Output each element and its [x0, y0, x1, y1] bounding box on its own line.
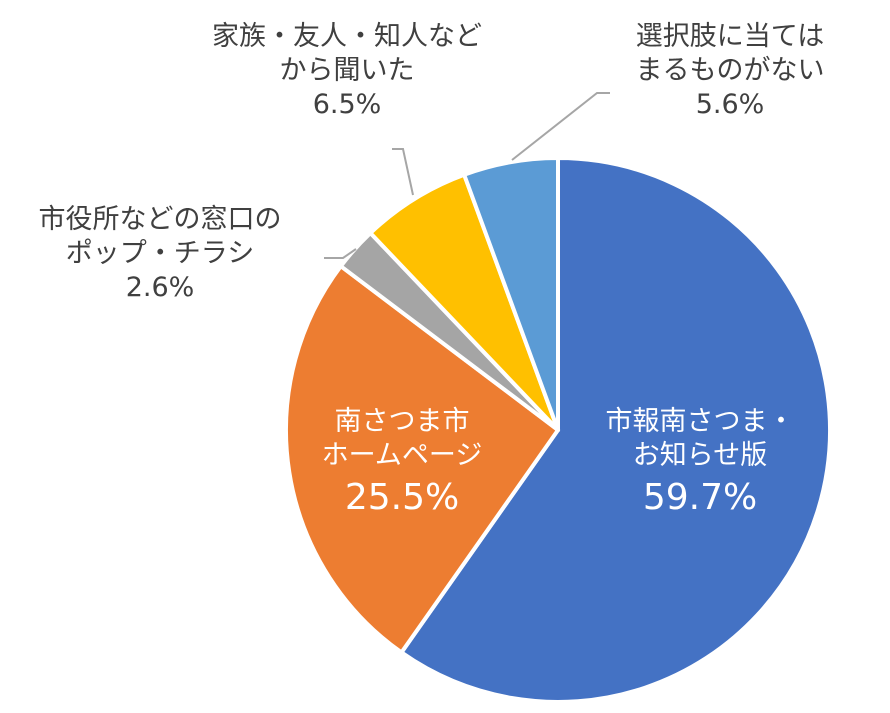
slice-label-homepage: 南さつま市 ホームページ 25.5%	[321, 406, 483, 518]
slice-homepage	[284, 264, 560, 655]
leader-line-counter-flyer	[324, 248, 357, 259]
leader-line-word-of-mouth	[392, 148, 414, 196]
slice-label-counter-flyer: 市役所などの窓口の ポップ・チラシ 2.6%	[38, 204, 282, 303]
slice-label-word-of-mouth: 家族・友人・知人など から聞いた 6.5%	[212, 21, 482, 120]
slice-word-of-mouth	[368, 172, 560, 432]
slice-label-none-apply: 選択肢に当ては まるものがない 5.6%	[635, 21, 825, 120]
slice-newsletter	[399, 156, 832, 704]
slice-none-apply	[462, 156, 560, 432]
slice-label-newsletter: 市報南さつま・ お知らせ版 59.7%	[605, 406, 795, 518]
leader-line-none-apply	[511, 92, 610, 161]
